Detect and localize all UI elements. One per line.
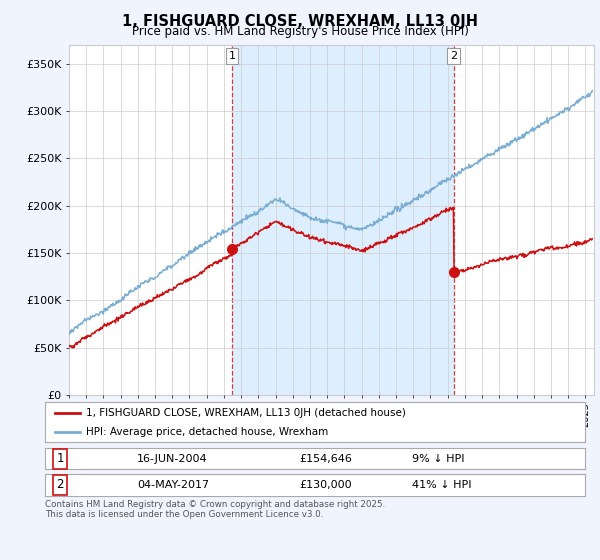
Text: £154,646: £154,646 [299,454,352,464]
Text: Contains HM Land Registry data © Crown copyright and database right 2025.
This d: Contains HM Land Registry data © Crown c… [45,500,385,519]
Text: 1: 1 [229,51,235,61]
Text: 9% ↓ HPI: 9% ↓ HPI [412,454,465,464]
Bar [232,45,454,395]
Text: £130,000: £130,000 [299,480,352,490]
Text: 2: 2 [450,51,457,61]
Text: Price paid vs. HM Land Registry's House Price Index (HPI): Price paid vs. HM Land Registry's House … [131,25,469,38]
Text: 1: 1 [56,452,64,465]
Text: 16-JUN-2004: 16-JUN-2004 [137,454,208,464]
Text: 04-MAY-2017: 04-MAY-2017 [137,480,209,490]
Text: 1, FISHGUARD CLOSE, WREXHAM, LL13 0JH (detached house): 1, FISHGUARD CLOSE, WREXHAM, LL13 0JH (d… [86,408,406,418]
Text: 1, FISHGUARD CLOSE, WREXHAM, LL13 0JH: 1, FISHGUARD CLOSE, WREXHAM, LL13 0JH [122,14,478,29]
Text: 41% ↓ HPI: 41% ↓ HPI [412,480,472,490]
Text: HPI: Average price, detached house, Wrexham: HPI: Average price, detached house, Wrex… [86,427,328,437]
Text: 2: 2 [56,478,64,492]
